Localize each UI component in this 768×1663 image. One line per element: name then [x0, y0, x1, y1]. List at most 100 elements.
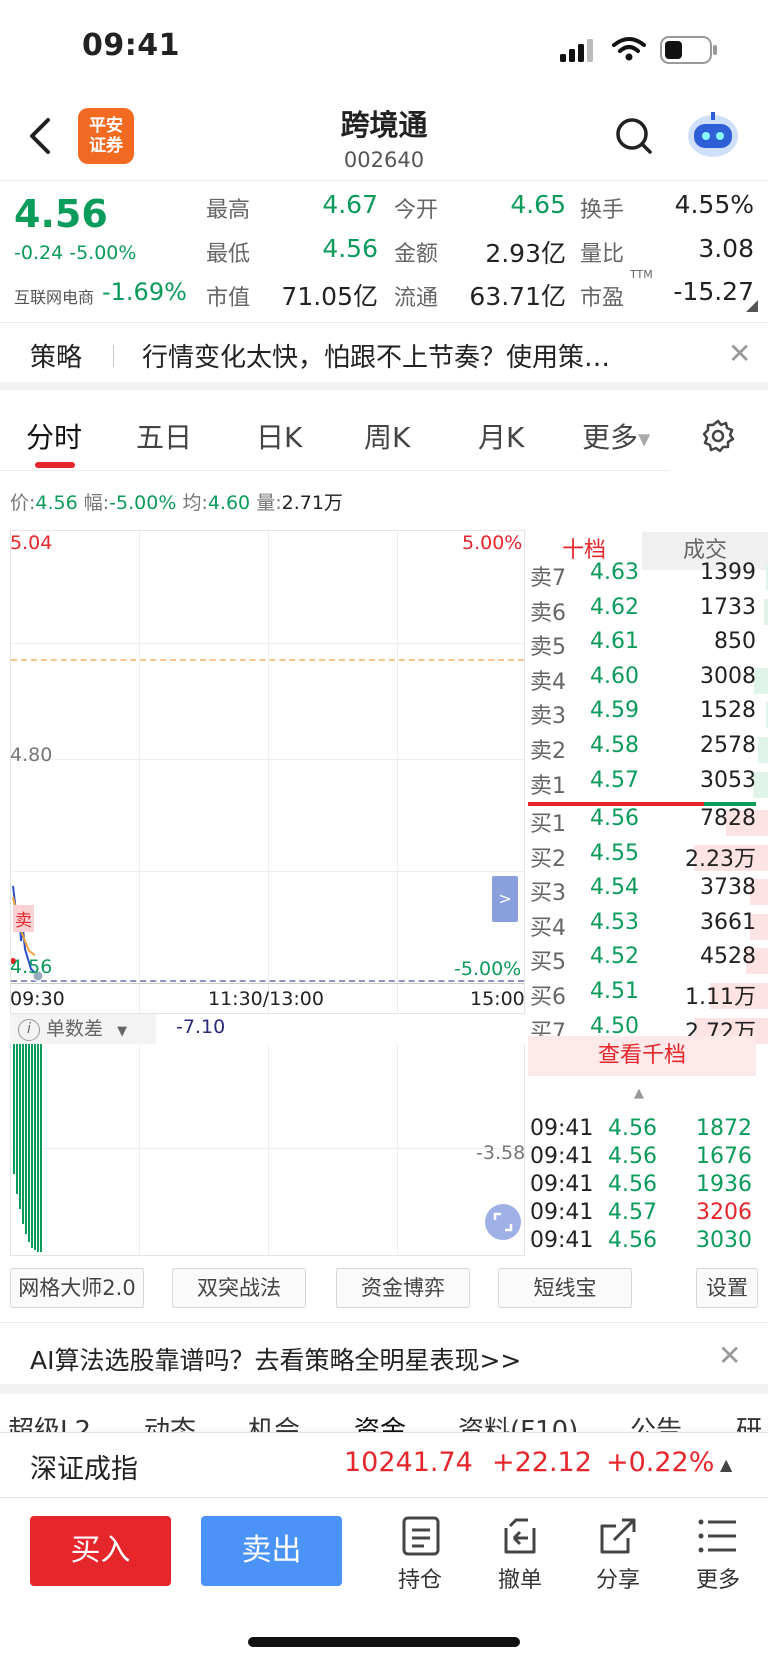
bid-row[interactable]: 买4 4.53 3661	[530, 910, 768, 944]
prev-close-dashed-line	[11, 980, 524, 982]
ask-vol: 1399	[700, 560, 756, 585]
ask-row[interactable]: 卖2 4.58 2578	[530, 733, 768, 767]
ai-banner[interactable]: AI算法选股靠谱吗？去看策略全明星表现>> ✕	[0, 1322, 768, 1394]
tick-time: 09:41	[530, 1172, 594, 1197]
indicator-selector[interactable]: i 单数差 ▼	[10, 1014, 156, 1044]
sell-marker[interactable]: 卖	[13, 905, 34, 932]
chart-bottom-price: 4.56	[10, 956, 53, 978]
bid-label: 买5	[530, 950, 566, 976]
bid-row[interactable]: 买5 4.52 4528	[530, 944, 768, 978]
bid-row[interactable]: 买2 4.55 2.23万	[530, 841, 768, 875]
tools-settings-button[interactable]: 设置	[696, 1268, 758, 1308]
battery-icon	[660, 36, 718, 68]
expand-up-icon[interactable]: ▲	[720, 1455, 733, 1474]
bid-depth-bar	[750, 913, 768, 940]
ask-price: 4.59	[590, 698, 639, 724]
indicator-axis-value: -3.58	[476, 1142, 526, 1164]
bid-price: 4.51	[590, 979, 639, 1004]
home-indicator	[248, 1637, 520, 1647]
change-value: -0.24	[14, 242, 64, 264]
ai-banner-text: AI算法选股靠谱吗？去看策略全明星表现>>	[30, 1346, 522, 1375]
low-label: 最低	[206, 242, 251, 267]
logo-text-bottom: 证券	[89, 136, 123, 156]
tab-intraday[interactable]: 分时	[26, 421, 83, 454]
ask-price: 4.57	[590, 767, 639, 793]
expand-corner-icon[interactable]	[746, 300, 758, 312]
ask-row[interactable]: 卖5 4.61 850	[530, 629, 760, 663]
view-thousand-levels-button[interactable]: 查看千档	[528, 1036, 756, 1076]
back-icon[interactable]	[26, 116, 54, 160]
low-value: 4.56	[322, 234, 378, 263]
orderbook-tab-trades[interactable]: 成交	[642, 532, 768, 570]
tab-daily-k[interactable]: 日K	[256, 421, 303, 454]
cancel-order-action[interactable]	[480, 1512, 560, 1602]
intraday-chart[interactable]: 卖 >	[10, 530, 525, 1014]
ask-row[interactable]: 卖7 4.63 1399	[530, 560, 768, 594]
tab-monthly-k[interactable]: 月K	[478, 421, 525, 454]
float-label: 流通	[394, 286, 439, 311]
scroll-right-handle[interactable]: >	[492, 876, 518, 922]
ask-row[interactable]: 卖1 4.57 3053	[530, 767, 768, 802]
index-value: 10241.74	[344, 1447, 473, 1478]
tick-price: 4.56	[608, 1144, 657, 1169]
bid-row[interactable]: 买1 4.56 7828	[530, 806, 768, 840]
bid-price: 4.52	[590, 944, 639, 970]
ask-label: 卖4	[530, 669, 566, 695]
sell-button[interactable]: 卖出	[201, 1516, 342, 1586]
pe-value: -15.27	[673, 277, 754, 306]
ask-vol: 1528	[700, 698, 756, 724]
search-icon[interactable]	[614, 116, 654, 160]
pe-label: 市盈	[580, 286, 625, 311]
fullscreen-icon[interactable]	[485, 1204, 521, 1240]
ask-row[interactable]: 卖4 4.60 3008	[530, 663, 768, 698]
tick-price: 4.56	[608, 1116, 657, 1141]
stock-code: 002640	[343, 148, 425, 172]
collapse-up-icon[interactable]: ▲	[634, 1086, 644, 1101]
sector-name[interactable]: 互联网电商	[14, 288, 95, 307]
info-vol-label: 量:	[256, 492, 282, 514]
chart-settings-gear-icon[interactable]	[700, 418, 736, 458]
orderbook-split-line-green	[704, 802, 756, 806]
ask-row[interactable]: 卖6 4.62 1733	[530, 595, 768, 629]
bid-depth-bar	[750, 879, 768, 906]
ask-vol: 850	[714, 629, 756, 655]
bid-depth-bar	[746, 948, 768, 975]
short-line-button[interactable]: 短线宝	[498, 1268, 632, 1308]
dropdown-caret-icon: ▼	[117, 1024, 128, 1039]
more-action[interactable]	[678, 1512, 758, 1602]
bid-row[interactable]: 买6 4.51 1.11万	[530, 979, 768, 1013]
high-label: 最高	[206, 198, 251, 223]
close-ai-banner-icon[interactable]: ✕	[718, 1339, 742, 1372]
tab-more[interactable]: 更多▼	[582, 416, 650, 456]
info-range-label: 幅:	[83, 492, 110, 514]
bid-label: 买4	[530, 915, 566, 941]
mktcap-value: 71.05亿	[281, 282, 378, 311]
close-strategy-icon[interactable]: ✕	[728, 337, 752, 370]
chart-info-line: 价:4.56 幅:-5.00% 均:4.60 量:2.71万	[10, 488, 343, 515]
bid-vol: 2.23万	[685, 846, 756, 872]
orderbook-tab-depth[interactable]: 十档	[528, 532, 640, 570]
ask-row[interactable]: 卖3 4.59 1528	[530, 698, 768, 732]
fund-game-button[interactable]: 资金博弈	[336, 1268, 470, 1308]
ask-label: 卖2	[530, 739, 566, 764]
strategy-banner[interactable]: 策略 行情变化太快，怕跟不上节奏？使用策… ✕	[0, 322, 768, 390]
broker-logo[interactable]: 平安 证券	[78, 108, 134, 164]
bid-row[interactable]: 买3 4.54 3738	[530, 875, 768, 909]
tab-five-day[interactable]: 五日	[136, 421, 193, 454]
indicator-chart[interactable]	[10, 1044, 525, 1256]
index-ticker-bar[interactable]: 深证成指 10241.74 +22.12 +0.22% ▲	[0, 1432, 768, 1498]
indicator-bars	[13, 1044, 42, 1252]
share-action[interactable]	[578, 1512, 658, 1602]
tab-weekly-k[interactable]: 周K	[364, 421, 411, 454]
strategy-text: 行情变化太快，怕跟不上节奏？使用策…	[142, 343, 611, 373]
buy-button[interactable]: 买入	[30, 1516, 171, 1586]
amount-value: 2.93亿	[485, 239, 566, 268]
grid-master-button[interactable]: 网格大师2.0	[10, 1268, 144, 1308]
header-divider	[0, 180, 768, 181]
robot-assistant-icon[interactable]	[686, 110, 740, 164]
ask-label: 卖3	[530, 704, 566, 730]
dual-breakout-button[interactable]: 双突战法	[172, 1268, 306, 1308]
bid-vol: 3738	[700, 875, 756, 901]
position-action[interactable]	[380, 1512, 460, 1602]
ask-vol: 3008	[700, 663, 756, 689]
